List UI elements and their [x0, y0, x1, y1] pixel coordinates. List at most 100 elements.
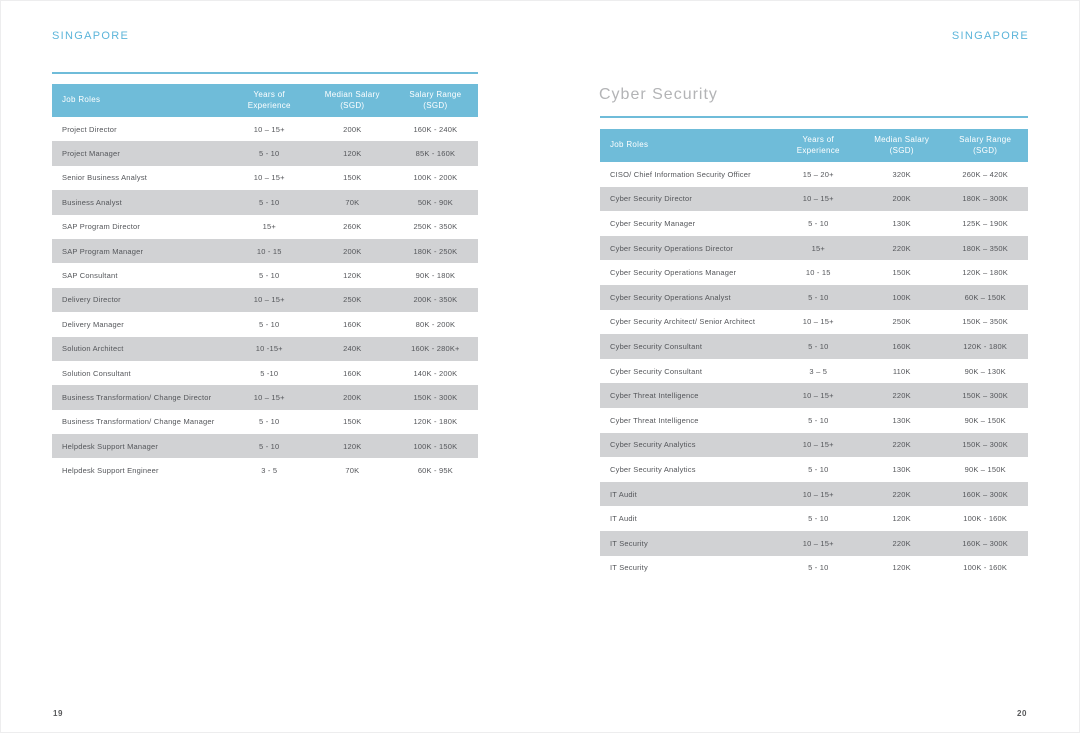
- table-row: Helpdesk Support Manager 5 - 10 120K 100K -…: [52, 434, 478, 459]
- col-header-label: Job Roles: [610, 140, 649, 150]
- col-header-job-roles: Job Roles: [600, 129, 776, 162]
- table-row: Delivery Manager 5 - 10 160K 80K - 200K: [52, 312, 478, 337]
- table-cell: 220K: [861, 235, 943, 261]
- table-body-left: Project Director 10 – 15+ 200K 160K - 240K P…: [52, 117, 478, 483]
- table-cell: 85K - 160K: [392, 141, 478, 166]
- table-cell: 60K - 95K: [392, 458, 478, 483]
- table-cell: SAP Program Manager: [52, 238, 227, 264]
- col-header-label: Salary Range: [409, 90, 462, 100]
- table-cell: Cyber Security Director: [600, 186, 776, 212]
- table-cell: 150K: [861, 260, 943, 285]
- table-cell: 150K – 350K: [942, 309, 1028, 335]
- table-cell: 5 - 10: [226, 190, 312, 215]
- table-cell: 5 - 10: [226, 312, 312, 337]
- table-cell: 120K - 180K: [392, 409, 478, 435]
- table-cell: 200K: [311, 238, 393, 264]
- table-row: Business Transformation/ Change Director…: [52, 385, 478, 410]
- table-cell: 260K – 420K: [942, 162, 1028, 187]
- table-cell: 125K – 190K: [942, 211, 1028, 236]
- table-cell: Cyber Security Operations Analyst: [600, 284, 776, 310]
- table-cell: 160K - 240K: [392, 117, 478, 142]
- col-header-job-roles: Job Roles: [52, 84, 227, 117]
- table-cell: 70K: [311, 458, 393, 483]
- table-cell: 5 - 10: [775, 334, 862, 359]
- table-cell: Business Analyst: [52, 190, 227, 215]
- section-rule-left: [52, 72, 478, 74]
- table-cell: 5 - 10: [226, 263, 312, 288]
- col-header-label: Salary Range: [959, 135, 1012, 145]
- col-header-label: Job Roles: [62, 95, 101, 105]
- table-cell: 5 -10: [226, 360, 312, 386]
- table-row: Cyber Security Operations Manager 10 - 15…: [600, 260, 1028, 285]
- table-cell: Solution Consultant: [52, 360, 227, 386]
- table-cell: 100K: [861, 284, 943, 310]
- table-header-row: Job Roles Years of Experience Median Sal…: [52, 84, 478, 117]
- col-header-years-of-experience: Years of Experience: [226, 84, 312, 117]
- table-header-left: Job Roles Years of Experience Median Sal…: [52, 84, 478, 117]
- table-cell: 100K - 150K: [392, 434, 478, 459]
- table-header-row: Job Roles Years of Experience Median Sal…: [600, 129, 1028, 162]
- table-cell: 10 - 15: [226, 238, 312, 264]
- table-cell: 140K - 200K: [392, 360, 478, 386]
- region-label-left: SINGAPORE: [52, 30, 130, 42]
- table-row: Solution Consultant 5 -10 160K 140K - 200K: [52, 360, 478, 386]
- col-header-sublabel: (SGD): [973, 145, 998, 155]
- table-cell: IT Audit: [600, 481, 776, 507]
- col-header-sublabel: (SGD): [340, 100, 365, 110]
- table-row: IT Audit 10 – 15+ 220K 160K – 300K: [600, 481, 1028, 507]
- table-cell: 320K: [861, 162, 943, 187]
- table-cell: 5 - 10: [226, 434, 312, 459]
- region-label-right: SINGAPORE: [951, 30, 1029, 42]
- table-row: IT Security 10 – 15+ 220K 160K – 300K: [600, 530, 1028, 556]
- table-cell: Cyber Security Consultant: [600, 334, 776, 359]
- salary-table-right: Job Roles Years of Experience Median Sal…: [600, 129, 1028, 581]
- table-cell: 10 – 15+: [226, 117, 312, 142]
- table-cell: 15+: [226, 214, 312, 239]
- table-cell: 130K: [861, 407, 943, 433]
- table-cell: 150K: [311, 409, 393, 435]
- table-cell: Business Transformation/ Change Director: [52, 385, 227, 410]
- table-cell: 90K – 150K: [942, 407, 1028, 433]
- table-row: Solution Architect 10 -15+ 240K 160K - 280K…: [52, 336, 478, 361]
- col-header-median-salary: Median Salary (SGD): [311, 84, 393, 117]
- table-cell: 120K: [311, 141, 393, 166]
- table-cell: 120K: [861, 555, 943, 581]
- table-row: Helpdesk Support Engineer 3 - 5 70K 60K - 9…: [52, 458, 478, 483]
- table-cell: 90K - 180K: [392, 263, 478, 288]
- table-cell: 160K: [311, 312, 393, 337]
- table-row: Cyber Security Analytics 10 – 15+ 220K 150K…: [600, 432, 1028, 458]
- table-row: Senior Business Analyst 10 – 15+ 150K 100K …: [52, 165, 478, 191]
- table-cell: Helpdesk Support Manager: [52, 434, 227, 459]
- table-row: SAP Program Manager 10 - 15 200K 180K - 250…: [52, 238, 478, 264]
- col-header-label: Median Salary: [874, 135, 930, 145]
- table-cell: Helpdesk Support Engineer: [52, 458, 227, 483]
- table-cell: 120K: [861, 506, 943, 531]
- table-row: IT Audit 5 - 10 120K 100K - 160K: [600, 506, 1028, 531]
- table-cell: IT Security: [600, 555, 776, 581]
- table-cell: 10 – 15+: [775, 186, 862, 212]
- table-cell: 220K: [861, 383, 943, 408]
- table-cell: Senior Business Analyst: [52, 165, 227, 191]
- table-cell: 3 – 5: [775, 358, 862, 384]
- table-row: Cyber Security Consultant 5 - 10 160K 120K …: [600, 334, 1028, 359]
- table-cell: 10 -15+: [226, 336, 312, 361]
- table-cell: Cyber Security Operations Manager: [600, 260, 776, 285]
- col-header-years-of-experience: Years of Experience: [775, 129, 862, 162]
- table-cell: Solution Architect: [52, 336, 227, 361]
- table-row: Delivery Director 10 – 15+ 250K 200K - 350K: [52, 287, 478, 313]
- table-cell: 80K - 200K: [392, 312, 478, 337]
- table-cell: 100K - 200K: [392, 165, 478, 191]
- table-cell: 10 – 15+: [775, 309, 862, 335]
- table-cell: 250K - 350K: [392, 214, 478, 239]
- col-header-sublabel: Experience: [247, 100, 291, 110]
- table-row: Cyber Security Architect/ Senior Archite…: [600, 309, 1028, 335]
- col-header-salary-range: Salary Range (SGD): [392, 84, 478, 117]
- table-cell: 120K: [311, 434, 393, 459]
- section-title: Cyber Security: [599, 86, 718, 103]
- col-header-label: Years of: [802, 135, 834, 145]
- table-cell: 5 - 10: [775, 457, 862, 482]
- table-cell: 240K: [311, 336, 393, 361]
- table-row: IT Security 5 - 10 120K 100K - 160K: [600, 555, 1028, 581]
- table-cell: 5 - 10: [775, 506, 862, 531]
- table-cell: Cyber Security Architect/ Senior Archite…: [600, 309, 776, 335]
